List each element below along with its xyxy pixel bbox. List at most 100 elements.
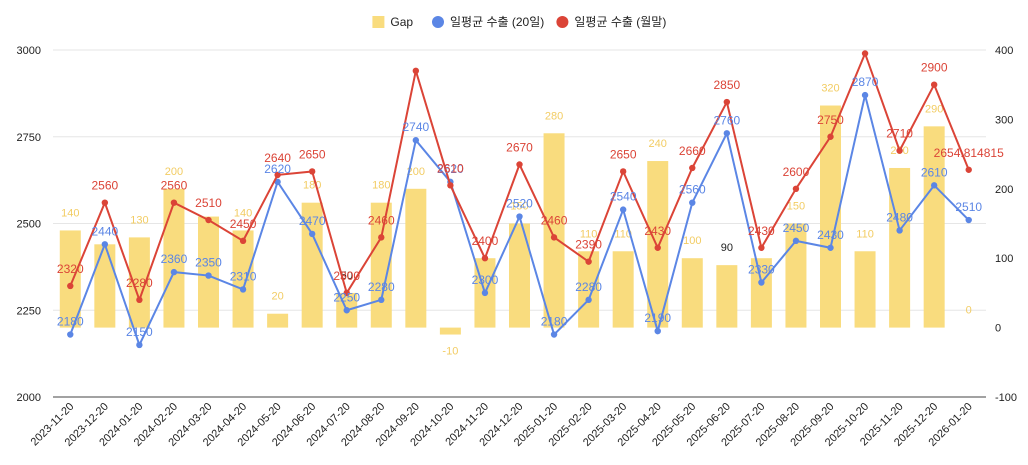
- month-label: 2510: [195, 196, 222, 210]
- gap-bar: [198, 216, 219, 328]
- month-point: [274, 171, 281, 179]
- gap-bar: [854, 251, 876, 328]
- month-label: 2280: [126, 276, 153, 290]
- gap-bar: [405, 188, 427, 328]
- avg20-point: [654, 327, 661, 335]
- month-label: 2600: [783, 165, 810, 179]
- gap-bar-label: 320: [821, 83, 839, 95]
- month-label: 2320: [57, 262, 84, 276]
- month-label: 2300: [333, 269, 360, 283]
- avg20-label: 2250: [333, 290, 360, 304]
- right-axis-tick-label: 300: [995, 114, 1013, 126]
- month-label: 2650: [299, 147, 326, 161]
- month-point: [689, 164, 696, 172]
- avg20-point: [101, 241, 109, 248]
- avg20-point: [343, 307, 350, 314]
- gap-bar-label: 180: [372, 180, 390, 192]
- avg20-label: 2180: [57, 315, 84, 329]
- month-point: [827, 133, 834, 140]
- avg20-point: [516, 213, 523, 220]
- month-label: 2650: [610, 147, 637, 161]
- avg20-point: [758, 279, 765, 286]
- gap-bar: [820, 105, 841, 328]
- month-label: 2610: [437, 161, 464, 175]
- avg20-label: 2560: [679, 183, 706, 197]
- gap-bar-label: 0: [966, 305, 972, 317]
- avg20-label: 2180: [541, 315, 568, 329]
- avg20-label: 2300: [472, 273, 499, 287]
- gap-bar: [612, 251, 634, 328]
- month-label: 2660: [679, 144, 706, 158]
- gap-bar: [889, 167, 911, 328]
- month-point: [516, 161, 523, 168]
- month-point: [861, 50, 869, 57]
- avg20-point: [723, 130, 731, 137]
- gap-bar-label: 290: [925, 103, 943, 115]
- month-point: [896, 147, 903, 154]
- left-axis-tick-label: 2750: [17, 132, 41, 144]
- avg20-point: [412, 137, 420, 144]
- avg20-point: [965, 216, 972, 224]
- gap-bar: [543, 133, 565, 328]
- month-point: [723, 98, 731, 106]
- month-label: 2430: [748, 224, 775, 238]
- gap-bar-label: 240: [649, 138, 667, 150]
- legend-label: 일평균 수출 (20일): [450, 15, 544, 29]
- avg20-label: 2190: [644, 311, 671, 325]
- chart-legend: Gap 일평균 수출 (20일) 일평균 수출 (월말): [372, 15, 666, 29]
- month-point: [170, 199, 178, 206]
- avg20-label: 2350: [195, 256, 222, 270]
- month-label: 2460: [541, 213, 568, 227]
- month-point: [412, 67, 420, 75]
- gap-bar-label: 150: [787, 201, 805, 213]
- month-point: [792, 185, 800, 192]
- avg20-label: 2280: [368, 280, 395, 294]
- avg20-point: [136, 341, 143, 349]
- avg20-point: [378, 296, 385, 304]
- gap-bar: [647, 161, 669, 328]
- month-point: [758, 244, 765, 251]
- gap-bar: [785, 223, 807, 328]
- gap-bar-label: 150: [510, 201, 528, 213]
- gap-bar-label: 200: [165, 166, 183, 178]
- month-point: [136, 296, 143, 304]
- avg20-point: [308, 230, 316, 238]
- avg20-point: [930, 182, 938, 189]
- avg20-label: 2440: [91, 224, 118, 238]
- left-axis-tick-label: 2000: [17, 392, 41, 404]
- legend-label: 일평균 수출 (월말): [574, 15, 666, 29]
- month-point: [67, 282, 74, 290]
- gap-bar: [370, 202, 392, 328]
- avg20-point: [550, 331, 558, 338]
- avg20-label: 2360: [161, 252, 188, 266]
- gap-bar: [301, 202, 323, 328]
- right-axis-tick-label: 100: [995, 253, 1013, 265]
- avg20-label: 2620: [264, 162, 291, 176]
- gap-bar-label: 130: [130, 214, 148, 226]
- gap-bar-label: 110: [856, 228, 874, 240]
- month-label: 2560: [161, 179, 188, 193]
- avg20-label: 2330: [748, 262, 775, 276]
- month-label: 2430: [644, 224, 671, 238]
- avg20-label: 2520: [506, 197, 533, 211]
- gap-bar: [163, 188, 185, 328]
- avg20-point: [861, 91, 869, 99]
- gap-bar: [923, 126, 945, 328]
- avg20-label: 2510: [955, 200, 982, 214]
- month-point: [550, 234, 558, 241]
- gap-bar-label: 90: [721, 242, 733, 254]
- month-label: 2400: [472, 234, 499, 248]
- avg20-point: [896, 227, 903, 234]
- gap-bars: [59, 105, 945, 335]
- left-axis-tick-label: 2250: [17, 305, 41, 317]
- month-point: [585, 258, 592, 265]
- month-label: 2710: [886, 127, 913, 141]
- month-label: 2390: [575, 238, 602, 252]
- month-label: 2670: [506, 141, 533, 155]
- gap-bar-label: 280: [545, 110, 563, 122]
- gap-bar: [509, 223, 530, 328]
- avg20-label: 2430: [817, 228, 844, 242]
- avg20-point: [827, 244, 834, 251]
- month-point: [205, 216, 212, 224]
